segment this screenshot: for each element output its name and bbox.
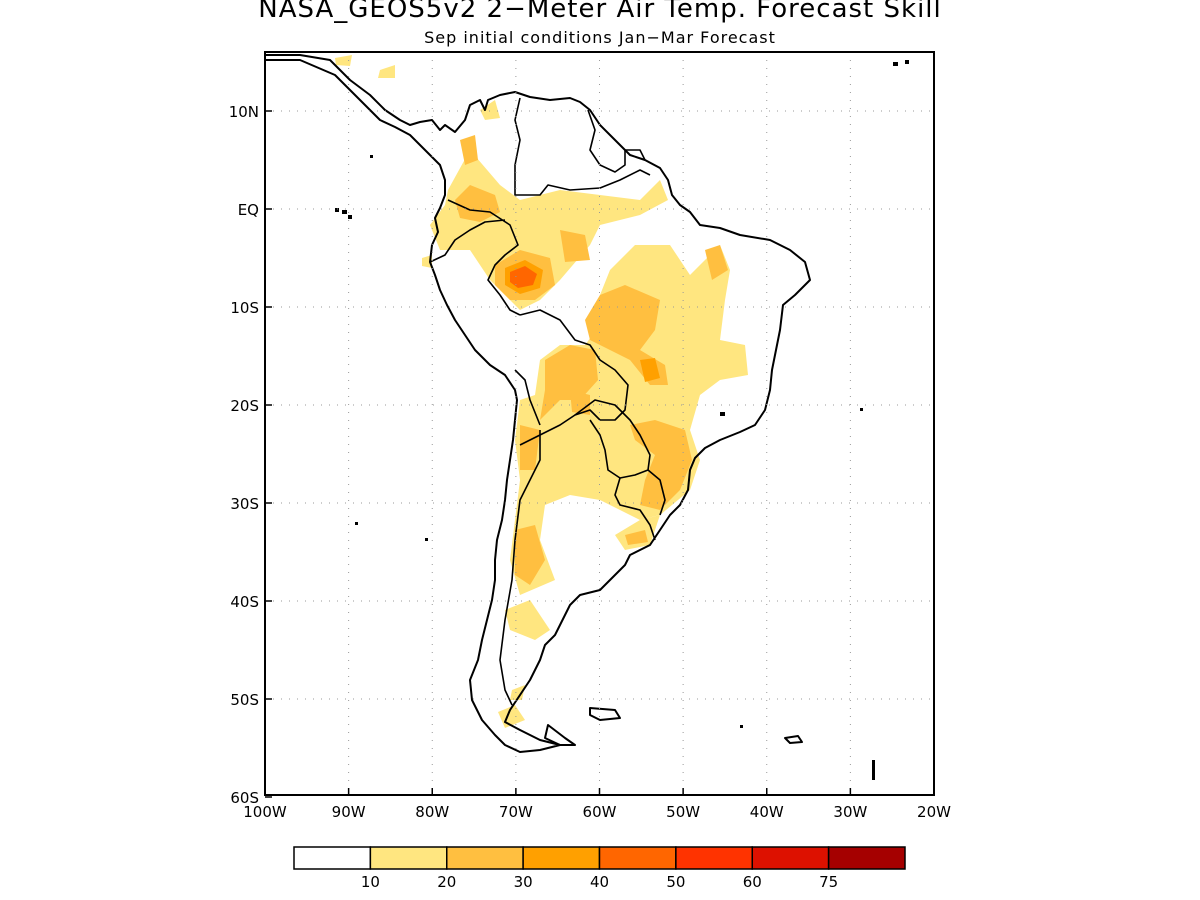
lat-tick-label: 10S bbox=[230, 299, 259, 317]
lat-tick-label: 10N bbox=[229, 103, 259, 121]
colorbar: 10 20 30 40 50 60 75 bbox=[293, 846, 906, 891]
lon-tick-label: 80W bbox=[415, 803, 449, 821]
colorbar-swatch bbox=[522, 846, 601, 870]
lon-tick-label: 60W bbox=[583, 803, 617, 821]
colorbar-label: 20 bbox=[437, 873, 456, 891]
colorbar-swatch bbox=[751, 846, 830, 870]
colorbar-label: 10 bbox=[361, 873, 380, 891]
lon-tick-label: 30W bbox=[833, 803, 867, 821]
colorbar-swatch bbox=[446, 846, 524, 870]
map-subtitle: Sep initial conditions Jan−Mar Forecast bbox=[424, 28, 776, 47]
lat-tick-label: 60S bbox=[230, 789, 259, 807]
colorbar-swatch bbox=[675, 846, 753, 870]
colorbar-label: 40 bbox=[590, 873, 609, 891]
lat-tick-label: 30S bbox=[230, 495, 259, 513]
colorbar-swatch bbox=[369, 846, 448, 870]
lon-tick-label: 70W bbox=[499, 803, 533, 821]
colorbar-swatch bbox=[293, 846, 372, 870]
skill-10-20-shading bbox=[335, 55, 748, 728]
colorbar-label: 60 bbox=[743, 873, 762, 891]
skill-40-50-shading bbox=[510, 266, 537, 288]
lon-tick-label: 100W bbox=[243, 803, 287, 821]
colorbar-swatch bbox=[598, 846, 677, 870]
colorbar-label: 75 bbox=[819, 873, 838, 891]
coastline bbox=[265, 54, 811, 753]
lat-tick-label: EQ bbox=[238, 201, 259, 219]
colorbar-label: 30 bbox=[514, 873, 533, 891]
lon-tick-label: 50W bbox=[666, 803, 700, 821]
lon-tick-label: 90W bbox=[332, 803, 366, 821]
lat-tick-label: 50S bbox=[230, 691, 259, 709]
colorbar-swatch bbox=[827, 846, 906, 870]
map-area bbox=[265, 54, 909, 780]
national-borders bbox=[429, 97, 666, 706]
map-title: NASA_GEOS5v2 2−Meter Air Temp. Forecast … bbox=[258, 0, 942, 24]
islands bbox=[335, 60, 909, 780]
colorbar-label: 50 bbox=[666, 873, 685, 891]
lon-tick-label: 40W bbox=[750, 803, 784, 821]
lon-tick-label: 20W bbox=[917, 803, 951, 821]
lat-tick-label: 40S bbox=[230, 593, 259, 611]
lat-tick-label: 20S bbox=[230, 397, 259, 415]
